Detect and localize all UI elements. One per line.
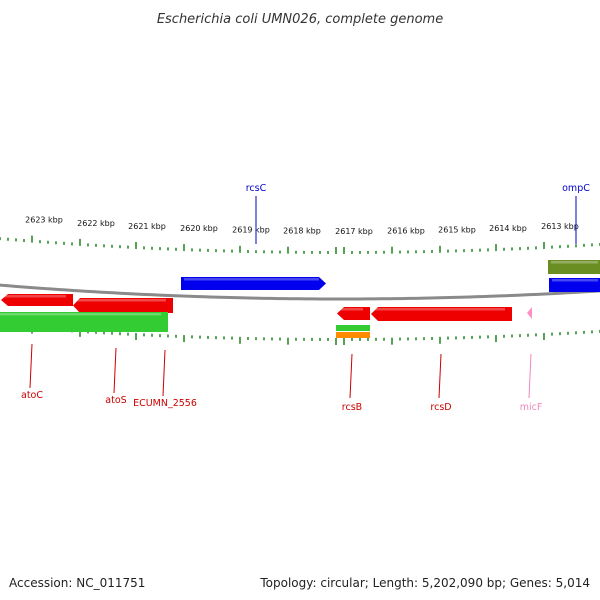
gene-arrow-micf [527, 307, 532, 319]
gene-arrow-rcsb-highlight [340, 308, 363, 311]
scale-tick-label: 2621 kbp [128, 222, 166, 231]
gene-block-rcsb-cds [336, 325, 370, 331]
gene-block-rcsb-orange [336, 332, 370, 338]
scale-tick-label: 2618 kbp [283, 227, 321, 236]
scale-tick-label: 2617 kbp [335, 227, 373, 236]
scale-tick-label: 2614 kbp [489, 224, 527, 233]
genome-backbone [0, 283, 600, 301]
gene-label-rcsc: rcsC [246, 183, 267, 194]
gene-block-atoc-cds-highlight [0, 313, 161, 316]
scale-tick-label: 2619 kbp [232, 226, 270, 235]
gene-label-atos: atoS [105, 395, 126, 406]
leader-line-rcsd [438, 353, 442, 399]
leader-line-atos [113, 347, 117, 394]
gene-arrow-atos [73, 298, 173, 313]
gene-arrow-ompc-highlight [552, 279, 598, 282]
gene-arrow-rcsd [371, 307, 512, 321]
gene-arrow-rcsc-highlight [184, 278, 319, 281]
gene-block-ompc-olive-highlight [551, 261, 598, 264]
scale-tick-label: 2620 kbp [180, 224, 218, 233]
gene-label-rcsb: rcsB [342, 402, 362, 413]
feature-track [0, 260, 600, 338]
gene-label-micf: micF [520, 402, 543, 413]
leader-line-ecumn_2556 [162, 349, 166, 397]
scale-tick-label: 2622 kbp [77, 219, 115, 228]
genome-summary-text: Topology: circular; Length: 5,202,090 bp… [260, 576, 590, 590]
scale-tick-label: 2616 kbp [387, 227, 425, 236]
scale-tick-label: 2613 kbp [541, 222, 579, 231]
gene-arrow-rcsb [337, 307, 370, 320]
gene-label-layer: atoC atoS ECUMN_2556 rcsC rcsB rcsD micF ompC [21, 183, 590, 413]
leader-line-micf [528, 353, 532, 399]
gene-arrow-atoc [1, 294, 73, 306]
map-title: Escherichia coli UMN026, complete genome [157, 12, 443, 27]
gene-label-rcsd: rcsD [430, 402, 451, 413]
gene-block-atoc-cds [0, 312, 168, 332]
gene-label-ompc: ompC [562, 183, 590, 194]
leader-line-rcsb [349, 353, 353, 399]
gene-label-ecumn_2556: ECUMN_2556 [133, 398, 197, 409]
leader-line-atoc [29, 343, 33, 389]
scale-tick-label: 2623 kbp [25, 215, 63, 224]
gene-arrow-rcsc [181, 277, 326, 290]
gene-block-ompc-olive [548, 260, 600, 274]
scale-tick-label: 2615 kbp [438, 226, 476, 235]
accession-text: Accession: NC_011751 [9, 576, 146, 590]
gene-arrow-atoc-highlight [4, 295, 66, 298]
gene-arrow-atos-highlight [76, 299, 166, 302]
gene-arrow-ompc [549, 278, 600, 292]
scale-labels: 2623 kbp 2622 kbp 2621 kbp 2620 kbp 2619 kbp… [25, 215, 579, 236]
gene-arrow-rcsd-highlight [374, 308, 505, 311]
gene-label-atoc: atoC [21, 390, 43, 401]
outer-tick-track [0, 235, 600, 254]
